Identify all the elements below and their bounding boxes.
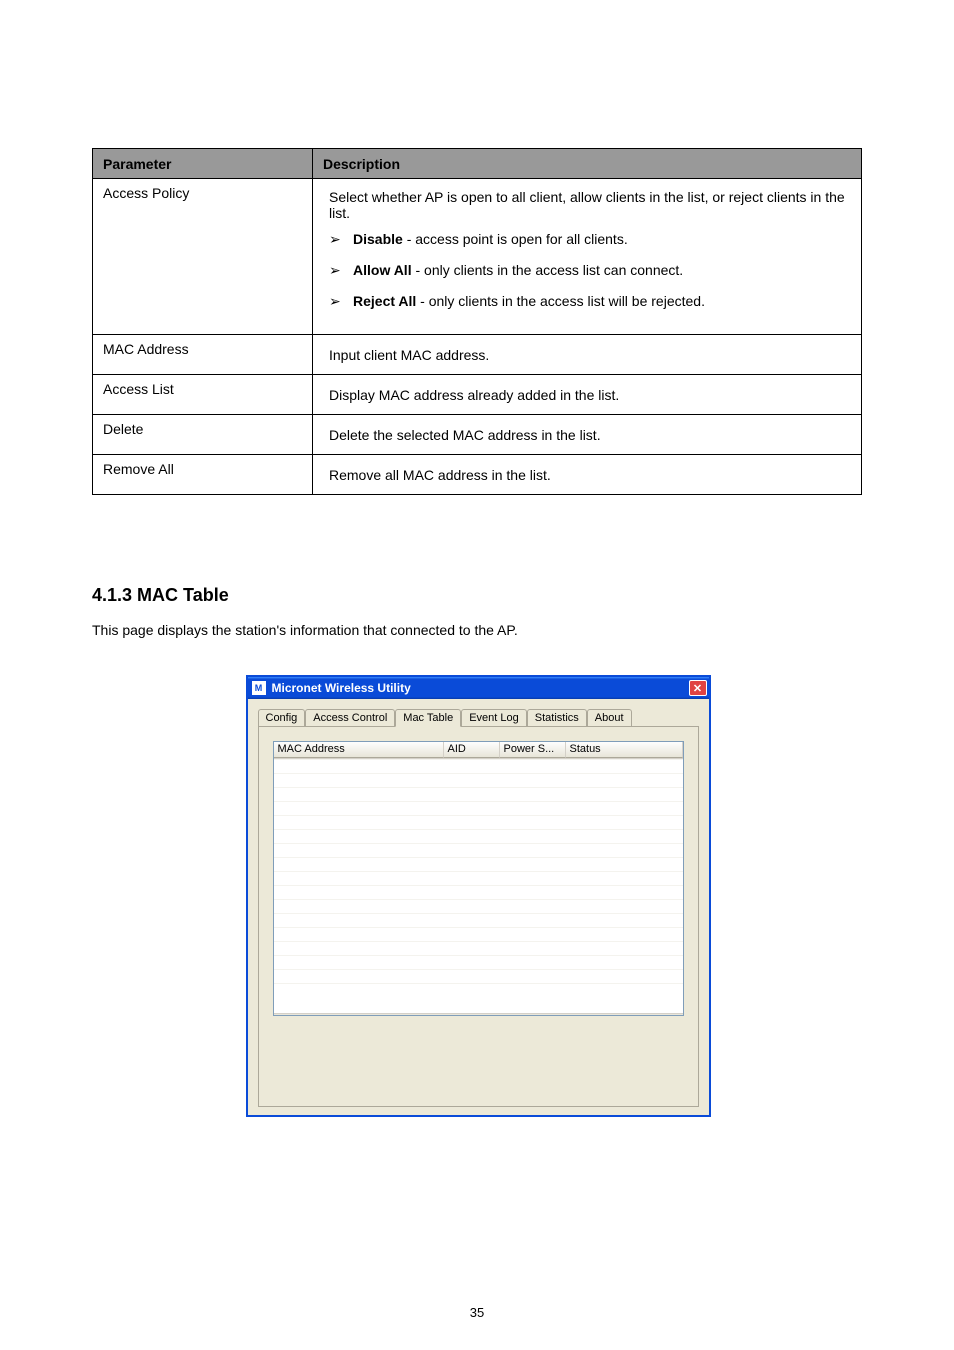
tab-event-log[interactable]: Event Log bbox=[461, 709, 527, 726]
table-row: Access Policy Select whether AP is open … bbox=[93, 179, 862, 335]
list-item bbox=[274, 927, 683, 941]
close-icon[interactable]: ✕ bbox=[689, 680, 707, 696]
desc-delete: Delete the selected MAC address in the l… bbox=[313, 415, 862, 455]
bullet-icon: ➢ bbox=[329, 231, 353, 248]
policy-item-disable: ➢ Disable - access point is open for all… bbox=[329, 231, 845, 248]
tab-mac-table[interactable]: Mac Table bbox=[395, 709, 461, 727]
desc-access-policy: Select whether AP is open to all client,… bbox=[313, 179, 862, 335]
list-item bbox=[274, 773, 683, 787]
list-item bbox=[274, 885, 683, 899]
bullet-icon: ➢ bbox=[329, 293, 353, 310]
list-item bbox=[274, 857, 683, 871]
param-remove-all: Remove All bbox=[93, 455, 313, 495]
bullet-icon: ➢ bbox=[329, 262, 353, 279]
list-item bbox=[274, 955, 683, 969]
list-item bbox=[274, 759, 683, 773]
tab-statistics[interactable]: Statistics bbox=[527, 709, 587, 726]
list-item bbox=[274, 913, 683, 927]
tabstrip: Config Access Control Mac Table Event Lo… bbox=[258, 707, 699, 727]
scroll-track[interactable] bbox=[291, 1015, 666, 1017]
scroll-left-icon[interactable]: ◄ bbox=[274, 1015, 291, 1017]
list-item bbox=[274, 801, 683, 815]
list-item bbox=[274, 871, 683, 885]
table-row: Delete Delete the selected MAC address i… bbox=[93, 415, 862, 455]
scroll-thumb[interactable] bbox=[291, 1016, 516, 1017]
policy-intro: Select whether AP is open to all client,… bbox=[329, 189, 845, 221]
window-title: Micronet Wireless Utility bbox=[272, 681, 689, 695]
desc-access-list: Display MAC address already added in the… bbox=[313, 375, 862, 415]
col-status[interactable]: Status bbox=[566, 742, 683, 758]
param-access-policy: Access Policy bbox=[93, 179, 313, 335]
list-item bbox=[274, 899, 683, 913]
listview-rows bbox=[274, 759, 683, 1013]
tab-config[interactable]: Config bbox=[258, 709, 306, 726]
list-item bbox=[274, 829, 683, 843]
policy-item-reject: ➢ Reject All - only clients in the acces… bbox=[329, 293, 845, 310]
col-power[interactable]: Power S... bbox=[500, 742, 566, 758]
parameter-table: Parameter Description Access Policy Sele… bbox=[92, 148, 862, 495]
col-mac-address[interactable]: MAC Address bbox=[274, 742, 444, 758]
table-row: Remove All Remove all MAC address in the… bbox=[93, 455, 862, 495]
scroll-right-icon[interactable]: ► bbox=[666, 1015, 683, 1017]
section-title: 4.1.3 MAC Table bbox=[92, 585, 864, 606]
list-item bbox=[274, 941, 683, 955]
list-item bbox=[274, 983, 683, 997]
tab-about[interactable]: About bbox=[587, 709, 632, 726]
list-item bbox=[274, 969, 683, 983]
param-access-list: Access List bbox=[93, 375, 313, 415]
table-row: MAC Address Input client MAC address. bbox=[93, 335, 862, 375]
table-row: Access List Display MAC address already … bbox=[93, 375, 862, 415]
tab-content: MAC Address AID Power S... Status bbox=[258, 727, 699, 1107]
horizontal-scrollbar[interactable]: ◄ ► bbox=[274, 1013, 683, 1016]
mac-table-listview[interactable]: MAC Address AID Power S... Status bbox=[273, 741, 684, 1016]
utility-window: M Micronet Wireless Utility ✕ Config Acc… bbox=[246, 675, 711, 1117]
section-text: This page displays the station's informa… bbox=[92, 620, 864, 641]
page-number: 35 bbox=[0, 1305, 954, 1320]
desc-remove-all: Remove all MAC address in the list. bbox=[313, 455, 862, 495]
param-delete: Delete bbox=[93, 415, 313, 455]
titlebar[interactable]: M Micronet Wireless Utility ✕ bbox=[248, 677, 709, 699]
list-item bbox=[274, 787, 683, 801]
col-header-parameter: Parameter bbox=[93, 149, 313, 179]
list-item bbox=[274, 815, 683, 829]
app-icon: M bbox=[252, 681, 266, 695]
param-mac-address: MAC Address bbox=[93, 335, 313, 375]
list-item bbox=[274, 843, 683, 857]
tab-access-control[interactable]: Access Control bbox=[305, 709, 395, 726]
col-header-description: Description bbox=[313, 149, 862, 179]
desc-mac-address: Input client MAC address. bbox=[313, 335, 862, 375]
policy-item-allow: ➢ Allow All - only clients in the access… bbox=[329, 262, 845, 279]
col-aid[interactable]: AID bbox=[444, 742, 500, 758]
listview-header: MAC Address AID Power S... Status bbox=[274, 742, 683, 759]
